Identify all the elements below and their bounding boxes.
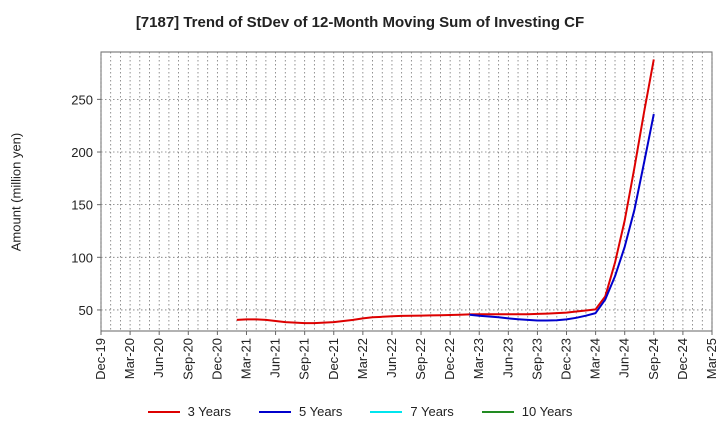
- x-tick-label: Dec-23: [559, 338, 574, 380]
- x-tick-label: Mar-23: [471, 338, 486, 379]
- y-tick-label: 100: [71, 250, 93, 265]
- x-tick-label: Mar-24: [588, 338, 603, 379]
- x-tick-label: Jun-23: [500, 338, 515, 378]
- x-tick-label: Jun-22: [384, 338, 399, 378]
- series-line-5-years: [469, 113, 655, 322]
- x-tick-label: Jun-20: [151, 338, 166, 378]
- x-tick-label: Mar-22: [355, 338, 370, 379]
- legend-label: 7 Years: [410, 404, 454, 419]
- legend-label: 3 Years: [187, 404, 231, 419]
- plot-frame: [100, 51, 713, 332]
- legend-label: 5 Years: [299, 404, 343, 419]
- x-tick-label: Sep-24: [646, 338, 661, 380]
- x-tick-label: Jun-21: [268, 338, 283, 378]
- x-tick-label: Jun-24: [617, 338, 632, 378]
- x-tick-label: Sep-22: [413, 338, 428, 380]
- legend-swatch: [481, 410, 514, 413]
- legend-swatch: [147, 410, 180, 413]
- legend-item: 7 Years: [370, 404, 454, 419]
- legend-item: 10 Years: [481, 404, 573, 419]
- legend-swatch: [370, 410, 403, 413]
- legend-swatch: [259, 410, 291, 413]
- legend-label: 10 Years: [521, 404, 573, 419]
- x-tick-label: Sep-21: [297, 338, 312, 380]
- x-tick-label: Mar-21: [238, 338, 253, 379]
- x-tick-label: Dec-20: [209, 338, 224, 380]
- x-tick-label: Dec-21: [326, 338, 341, 380]
- legend: 3 Years 5 Years 7 Years 10 Years: [0, 404, 720, 419]
- x-tick-label: Mar-20: [122, 338, 137, 379]
- y-tick-label: 250: [71, 92, 93, 107]
- x-tick-label: Sep-20: [180, 338, 195, 380]
- x-tick-label: Dec-19: [93, 338, 108, 380]
- series-line-3-years: [236, 59, 655, 325]
- x-tick-label: Mar-25: [704, 338, 719, 379]
- y-tick-label: 200: [71, 145, 93, 160]
- legend-item: 3 Years: [147, 404, 231, 419]
- y-tick-label: 150: [71, 198, 93, 213]
- x-tick-label: Dec-22: [442, 338, 457, 380]
- y-tick-label: 50: [79, 303, 93, 318]
- x-tick-label: Sep-23: [529, 338, 544, 380]
- x-tick-label: Dec-24: [675, 338, 690, 380]
- legend-item: 5 Years: [259, 404, 342, 419]
- chart-title: [7187] Trend of StDev of 12-Month Moving…: [135, 14, 585, 31]
